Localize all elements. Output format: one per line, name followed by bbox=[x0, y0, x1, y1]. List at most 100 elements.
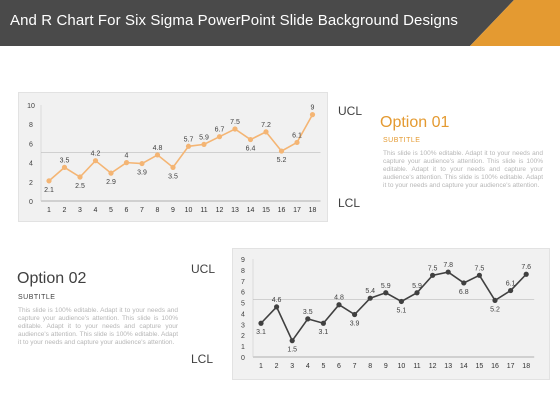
chart-2-data-label: 4.6 bbox=[272, 297, 282, 304]
chart-2-data-label: 6.8 bbox=[459, 289, 469, 296]
chart-2-data-label: 5.4 bbox=[365, 288, 375, 295]
chart-2-ytick-label: 7 bbox=[241, 279, 245, 286]
chart-1-data-point bbox=[170, 164, 176, 170]
chart-2-data-point bbox=[414, 290, 420, 296]
chart-2-data-label: 4.8 bbox=[334, 295, 344, 302]
chart-2-data-point bbox=[492, 297, 498, 303]
chart-2-xtick-label: 13 bbox=[444, 363, 452, 370]
chart-2-xtick-label: 18 bbox=[522, 363, 530, 370]
chart-1-data-label: 9 bbox=[311, 105, 315, 112]
chart-2-data-point bbox=[305, 316, 311, 322]
title-bar-background bbox=[0, 0, 514, 46]
chart-2-xtick-label: 8 bbox=[368, 363, 372, 370]
chart-2-data-label: 7.8 bbox=[443, 262, 453, 269]
chart-1-data-label: 3.9 bbox=[137, 170, 147, 177]
chart-1-xtick-label: 8 bbox=[156, 207, 160, 214]
chart-2-data-point bbox=[367, 295, 373, 301]
chart-2-xtick-label: 9 bbox=[384, 363, 388, 370]
chart-2-xtick-label: 16 bbox=[491, 363, 499, 370]
chart-2-data-label: 5.2 bbox=[490, 306, 500, 313]
chart-1-panel: 0 2 4 6 8 10 1 2 3 4 5 6 7 8 9 10 11 12 13 14 15 16 17 18 2.1 3.5… bbox=[18, 92, 328, 222]
chart-1-xtick-label: 15 bbox=[262, 207, 270, 214]
chart-2-ytick-label: 8 bbox=[241, 268, 245, 275]
chart-1-data-point bbox=[123, 160, 130, 166]
chart-1-ytick-label: 2 bbox=[29, 180, 33, 187]
chart-2-xtick-label: 7 bbox=[353, 363, 357, 370]
chart-1-xtick-label: 10 bbox=[185, 207, 193, 214]
chart-2-data-point bbox=[289, 338, 295, 344]
chart-1-ytick-label: 6 bbox=[29, 141, 33, 148]
chart-1-data-point bbox=[294, 139, 300, 146]
chart-2-xtick-label: 14 bbox=[460, 363, 468, 370]
chart-1-data-point bbox=[139, 160, 145, 167]
chart-1-data-point bbox=[77, 174, 83, 180]
chart-2-ucl-label: UCL bbox=[191, 262, 216, 276]
chart-1-lcl-label: LCL bbox=[338, 196, 361, 210]
chart-2-data-label: 7.6 bbox=[521, 264, 531, 271]
chart-2-data-label: 7.5 bbox=[475, 265, 485, 272]
chart-2-data-point bbox=[445, 269, 451, 275]
chart-2-data-point bbox=[461, 280, 467, 286]
chart-2-ytick-label: 9 bbox=[241, 257, 245, 264]
chart-1-data-point bbox=[201, 141, 207, 147]
chart-1-data-label: 6.4 bbox=[246, 146, 256, 153]
chart-2-xtick-label: 6 bbox=[337, 363, 341, 370]
chart-2-xtick-label: 2 bbox=[275, 363, 279, 370]
chart-2-data-label: 7.5 bbox=[428, 265, 438, 272]
chart-2-ytick-label: 6 bbox=[241, 290, 245, 297]
chart-1-data-label: 5.7 bbox=[184, 136, 194, 143]
chart-1-data-point bbox=[216, 134, 223, 140]
option-1-subtitle: SUBTITLE bbox=[383, 137, 421, 144]
chart-2-panel: 0 1 2 3 4 5 6 7 8 9 1 2 3 4 5 6 7 8 9 10 11 12 13 14 15 16 17 18 3.1… bbox=[232, 248, 550, 380]
chart-2-ytick-label: 1 bbox=[241, 344, 245, 351]
chart-2-ytick-label: 2 bbox=[241, 333, 245, 340]
chart-1-xtick-label: 12 bbox=[216, 207, 224, 214]
chart-2-ytick-label: 4 bbox=[241, 311, 245, 318]
chart-2-data-point bbox=[523, 271, 529, 277]
chart-2-xtick-label: 4 bbox=[306, 363, 310, 370]
chart-1-xtick-label: 1 bbox=[47, 207, 51, 214]
chart-2-xtick-label: 3 bbox=[290, 363, 294, 370]
chart-2-data-label: 3.1 bbox=[319, 329, 329, 336]
chart-1-data-label: 6.7 bbox=[215, 127, 225, 134]
chart-2-lcl-label: LCL bbox=[191, 352, 214, 366]
chart-1-xtick-label: 5 bbox=[109, 207, 113, 214]
chart-1-data-label: 7.2 bbox=[261, 122, 271, 129]
chart-1-data-label: 2.1 bbox=[44, 187, 54, 194]
chart-1-xtick-label: 14 bbox=[247, 207, 255, 214]
title-bar-accent bbox=[470, 0, 560, 46]
chart-1-xtick-label: 2 bbox=[63, 207, 67, 214]
chart-1-data-point bbox=[232, 126, 238, 132]
chart-1-ytick-label: 10 bbox=[27, 103, 35, 110]
chart-1-data-label: 6.1 bbox=[292, 132, 302, 139]
chart-1-data-point bbox=[61, 164, 68, 170]
chart-1-data-label: 7.5 bbox=[230, 119, 240, 126]
chart-2-xtick-label: 5 bbox=[321, 363, 325, 370]
chart-1-xtick-label: 6 bbox=[125, 207, 129, 214]
chart-2-data-label: 5.9 bbox=[381, 283, 391, 290]
chart-1-data-point bbox=[263, 129, 269, 135]
chart-2-data-label: 3.9 bbox=[350, 321, 360, 328]
chart-2-xtick-label: 15 bbox=[476, 363, 484, 370]
page-title: And R Chart For Six Sigma PowerPoint Sli… bbox=[10, 12, 458, 29]
chart-2-data-point bbox=[430, 272, 436, 278]
chart-1-ytick-label: 8 bbox=[29, 122, 33, 129]
chart-2-data-point bbox=[398, 298, 404, 305]
chart-1-data-point bbox=[46, 178, 52, 184]
chart-2-xtick-label: 1 bbox=[259, 363, 263, 370]
chart-2-ytick-label: 0 bbox=[241, 355, 245, 362]
chart-1-data-point bbox=[278, 148, 285, 154]
chart-2-xtick-label: 17 bbox=[507, 363, 515, 370]
chart-1-data-label: 2.5 bbox=[75, 183, 85, 190]
chart-1-xtick-label: 9 bbox=[171, 207, 175, 214]
chart-1-data-label: 2.9 bbox=[106, 179, 116, 186]
chart-2-data-label: 5.9 bbox=[412, 283, 422, 290]
chart-2-data-point bbox=[476, 272, 482, 278]
option-2-subtitle: SUBTITLE bbox=[18, 294, 56, 301]
option-2-body: This slide is 100% editable. Adapt it to… bbox=[18, 307, 178, 346]
chart-2-series-line bbox=[260, 271, 527, 343]
title-bar-shape bbox=[0, 0, 560, 46]
chart-2-data-label: 3.1 bbox=[256, 329, 266, 336]
chart-1-data-point bbox=[185, 143, 192, 149]
